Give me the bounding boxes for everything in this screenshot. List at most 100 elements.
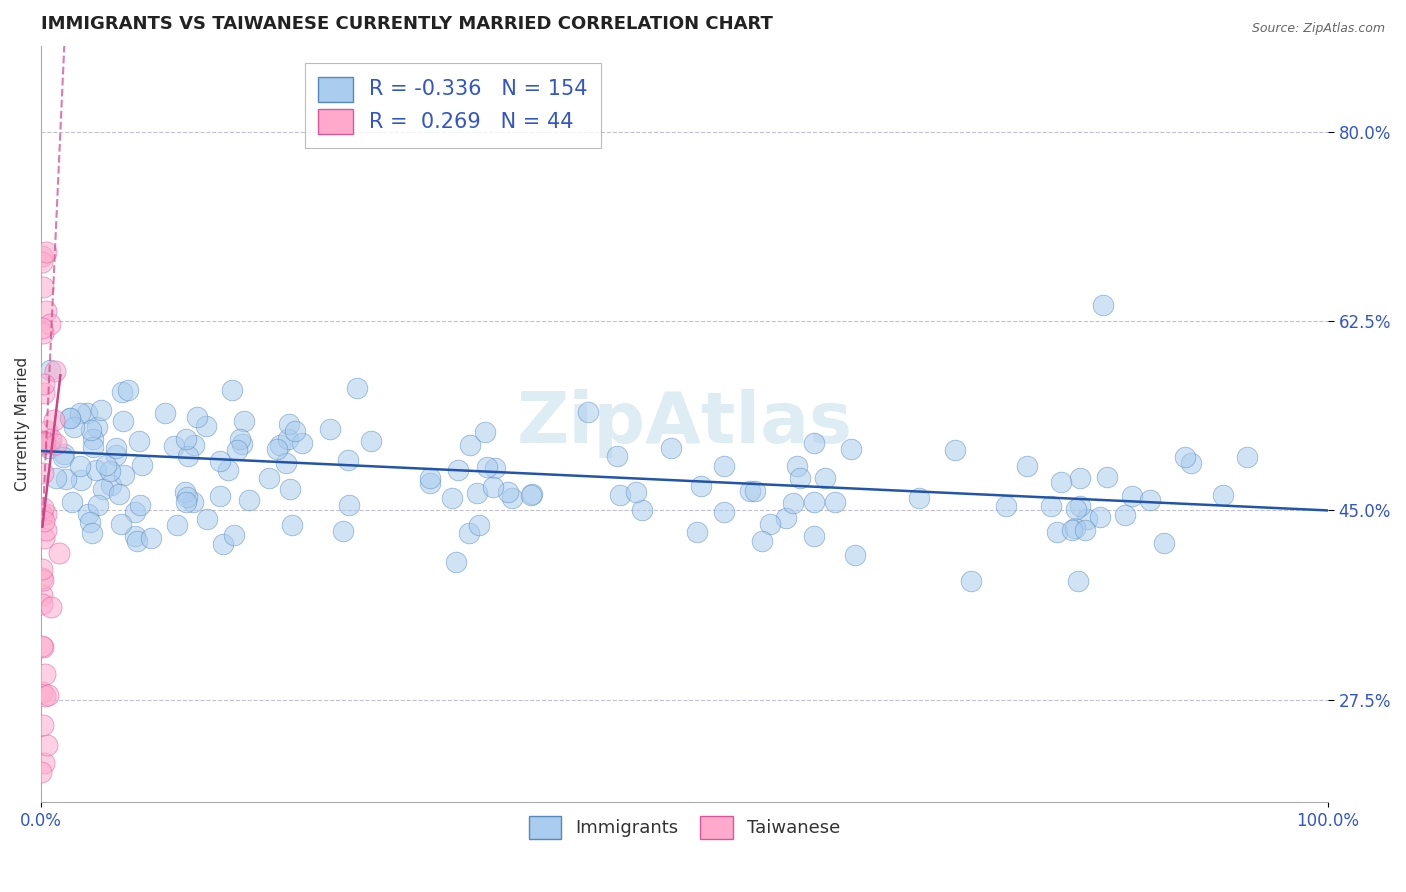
- Point: [31, 466, 53, 480]
- Point: [186, 410, 208, 425]
- Point: [183, 437, 205, 451]
- Point: [87, 499, 110, 513]
- Point: [39, 363, 62, 377]
- Point: [744, 484, 766, 499]
- Point: [31, 254, 53, 268]
- Point: [82, 432, 104, 446]
- Point: [31, 562, 53, 576]
- Point: [32, 434, 55, 448]
- Point: [1046, 524, 1069, 539]
- Point: [31, 571, 53, 585]
- Point: [195, 418, 218, 433]
- Point: [77, 507, 100, 521]
- Point: [814, 471, 837, 485]
- Point: [31, 588, 53, 602]
- Point: [30, 765, 52, 780]
- Point: [37, 688, 59, 702]
- Point: [1095, 469, 1118, 483]
- Point: [943, 442, 966, 457]
- Point: [82, 441, 104, 455]
- Text: IMMIGRANTS VS TAIWANESE CURRENTLY MARRIED CORRELATION CHART: IMMIGRANTS VS TAIWANESE CURRENTLY MARRIE…: [41, 15, 773, 33]
- Point: [32, 437, 55, 451]
- Point: [44, 364, 66, 378]
- Point: [31, 597, 53, 611]
- Point: [1039, 500, 1062, 514]
- Point: [1153, 535, 1175, 549]
- Point: [360, 434, 382, 448]
- Point: [76, 406, 98, 420]
- Point: [231, 436, 253, 450]
- Point: [174, 432, 197, 446]
- Point: [269, 437, 291, 451]
- Point: [624, 484, 647, 499]
- Point: [1114, 508, 1136, 523]
- Point: [32, 756, 55, 770]
- Point: [789, 471, 811, 485]
- Point: [34, 667, 56, 681]
- Point: [45, 437, 67, 451]
- Point: [686, 525, 709, 540]
- Point: [39, 600, 62, 615]
- Point: [162, 439, 184, 453]
- Point: [1064, 502, 1087, 516]
- Point: [475, 460, 498, 475]
- Point: [1076, 511, 1098, 525]
- Point: [1236, 450, 1258, 465]
- Point: [107, 487, 129, 501]
- Point: [960, 574, 983, 589]
- Point: [31, 249, 53, 263]
- Point: [35, 303, 58, 318]
- Point: [35, 507, 58, 521]
- Point: [803, 529, 825, 543]
- Point: [751, 533, 773, 548]
- Point: [52, 450, 75, 464]
- Point: [233, 414, 256, 428]
- Point: [786, 459, 808, 474]
- Point: [32, 377, 55, 392]
- Point: [35, 245, 58, 260]
- Point: [226, 443, 249, 458]
- Point: [496, 485, 519, 500]
- Point: [59, 411, 82, 425]
- Point: [86, 420, 108, 434]
- Point: [605, 449, 627, 463]
- Point: [174, 495, 197, 509]
- Point: [1092, 298, 1115, 312]
- Point: [576, 405, 599, 419]
- Point: [319, 422, 342, 436]
- Legend: Immigrants, Taiwanese: Immigrants, Taiwanese: [522, 808, 848, 847]
- Point: [45, 471, 67, 485]
- Point: [79, 515, 101, 529]
- Point: [112, 468, 135, 483]
- Point: [82, 525, 104, 540]
- Point: [284, 424, 307, 438]
- Point: [42, 413, 65, 427]
- Point: [274, 456, 297, 470]
- Point: [458, 526, 481, 541]
- Point: [1139, 492, 1161, 507]
- Point: [32, 531, 55, 545]
- Point: [60, 495, 83, 509]
- Point: [31, 508, 53, 523]
- Point: [1121, 489, 1143, 503]
- Point: [37, 738, 59, 752]
- Point: [844, 548, 866, 562]
- Point: [93, 482, 115, 496]
- Point: [444, 555, 467, 569]
- Point: [131, 458, 153, 472]
- Point: [90, 402, 112, 417]
- Point: [908, 491, 931, 505]
- Point: [278, 482, 301, 496]
- Point: [419, 471, 441, 485]
- Point: [55, 472, 77, 486]
- Point: [458, 438, 481, 452]
- Point: [69, 459, 91, 474]
- Point: [94, 458, 117, 472]
- Point: [63, 420, 86, 434]
- Point: [32, 326, 55, 340]
- Point: [112, 414, 135, 428]
- Point: [48, 546, 70, 560]
- Point: [238, 493, 260, 508]
- Point: [782, 496, 804, 510]
- Point: [803, 436, 825, 450]
